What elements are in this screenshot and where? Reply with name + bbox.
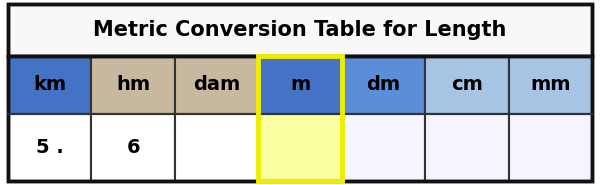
Bar: [342, 56, 425, 114]
Text: km: km: [33, 75, 66, 95]
Text: 6: 6: [127, 138, 140, 157]
Text: dm: dm: [367, 75, 400, 95]
Bar: [175, 56, 258, 114]
Bar: [175, 114, 258, 181]
Text: hm: hm: [116, 75, 150, 95]
Text: cm: cm: [451, 75, 483, 95]
Text: Metric Conversion Table for Length: Metric Conversion Table for Length: [94, 20, 506, 40]
Bar: [509, 56, 592, 114]
Bar: [425, 56, 509, 114]
Text: mm: mm: [530, 75, 571, 95]
Bar: [8, 56, 91, 114]
Bar: [342, 114, 425, 181]
Bar: [425, 114, 509, 181]
Text: 5 .: 5 .: [36, 138, 64, 157]
Bar: [8, 4, 592, 56]
Bar: [258, 114, 342, 181]
Bar: [91, 114, 175, 181]
Bar: [258, 56, 342, 181]
Bar: [258, 56, 342, 114]
Bar: [8, 56, 592, 181]
Text: dam: dam: [193, 75, 240, 95]
Text: m: m: [290, 75, 310, 95]
Bar: [8, 114, 91, 181]
Bar: [509, 114, 592, 181]
Bar: [91, 56, 175, 114]
